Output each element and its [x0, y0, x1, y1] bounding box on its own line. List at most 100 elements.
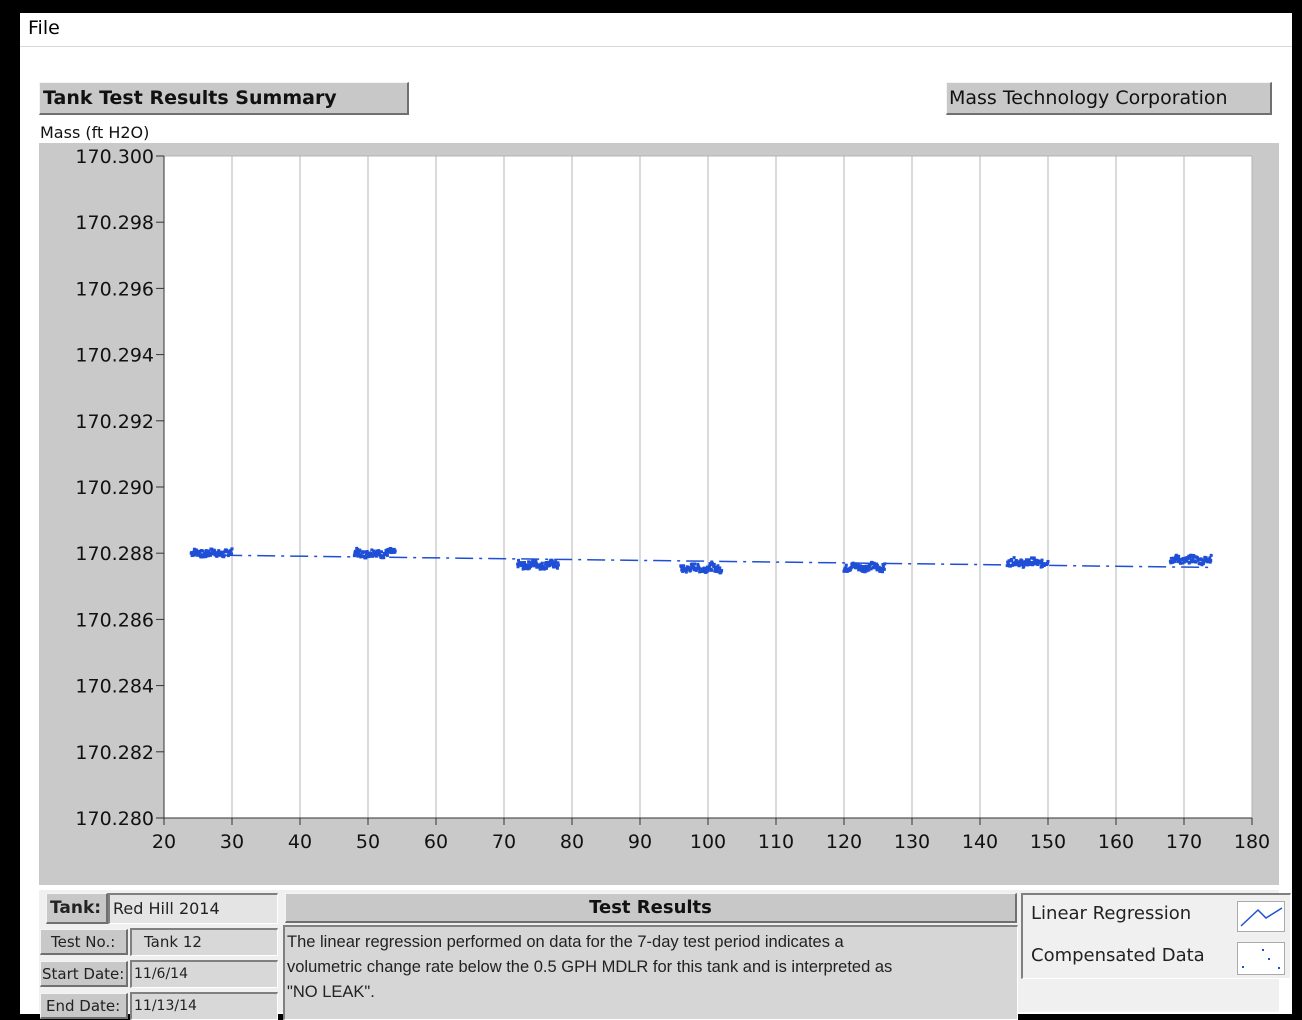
data-point — [864, 567, 868, 571]
data-point — [556, 561, 560, 565]
data-point — [694, 568, 698, 572]
data-point — [1191, 558, 1195, 562]
data-point — [521, 562, 525, 566]
data-point — [682, 564, 686, 568]
tank-value-box: Red Hill 2014 — [108, 893, 278, 924]
data-point — [683, 569, 687, 573]
data-point — [715, 568, 719, 572]
data-point — [1180, 561, 1184, 565]
data-point — [1171, 560, 1175, 564]
data-point — [719, 570, 723, 574]
data-point — [553, 562, 557, 566]
data-point — [364, 552, 368, 556]
data-point — [718, 566, 722, 570]
data-point — [1006, 561, 1010, 565]
x-tick-label: 160 — [1098, 831, 1134, 853]
data-point — [1040, 558, 1044, 562]
data-point — [865, 569, 869, 573]
data-point — [1187, 554, 1191, 558]
data-point — [521, 567, 525, 571]
data-point — [872, 565, 876, 569]
data-point — [713, 567, 717, 571]
data-point — [354, 553, 358, 557]
data-point — [881, 570, 885, 574]
data-point — [1020, 559, 1024, 563]
data-point — [377, 549, 381, 553]
data-point — [1030, 563, 1034, 567]
data-point — [689, 566, 693, 570]
data-point — [1021, 560, 1025, 564]
data-point — [696, 564, 700, 568]
x-tick-label: 80 — [560, 831, 584, 853]
data-point — [1017, 564, 1021, 568]
data-point — [1173, 560, 1177, 564]
y-tick-label: 170.280 — [75, 808, 154, 830]
data-point — [203, 551, 207, 555]
data-point — [517, 558, 521, 562]
data-point — [542, 565, 546, 569]
data-point — [207, 549, 211, 553]
chart-frame: 170.280 170.282 170.284 170.286 170.288 170.2… — [39, 143, 1279, 885]
report-panel: Tank Test Results Summary Mass Technolog… — [20, 47, 1292, 1020]
data-point — [544, 566, 548, 570]
data-point — [705, 565, 709, 569]
data-point — [1027, 558, 1031, 562]
legend-regression-swatch — [1237, 901, 1285, 932]
data-point — [528, 566, 532, 570]
legend-box: Linear Regression Compensated Data — [1021, 893, 1291, 979]
data-point — [870, 561, 874, 565]
data-point — [707, 566, 711, 570]
data-point — [215, 554, 219, 558]
data-point — [853, 564, 857, 568]
data-point — [684, 570, 688, 574]
data-point — [1046, 561, 1050, 565]
data-point — [520, 564, 524, 568]
data-point — [1010, 559, 1014, 563]
data-point — [880, 568, 884, 572]
data-point — [538, 565, 542, 569]
application-window: File Tank Test Results Summary Mass Tech… — [20, 13, 1292, 1020]
tank-value: Red Hill 2014 — [113, 899, 220, 918]
data-point — [1024, 561, 1028, 565]
data-point — [1036, 563, 1040, 567]
data-point — [192, 553, 196, 557]
data-point — [1029, 561, 1033, 565]
data-point — [210, 547, 214, 551]
data-point — [1174, 553, 1178, 557]
start-date-value: 11/6/14 — [134, 966, 188, 982]
x-tick-label: 150 — [1030, 831, 1066, 853]
x-tick-label: 180 — [1234, 831, 1270, 853]
data-point — [1188, 560, 1192, 564]
data-point — [712, 565, 716, 569]
data-point — [856, 562, 860, 566]
company-name: Mass Technology Corporation — [949, 87, 1228, 109]
x-tick-label: 140 — [962, 831, 998, 853]
x-tick-label: 100 — [690, 831, 726, 853]
data-point — [356, 547, 360, 551]
data-point — [867, 568, 871, 572]
data-point — [378, 551, 382, 555]
test-results-header-box: Test Results — [285, 893, 1017, 923]
menu-file[interactable]: File — [28, 17, 60, 39]
data-point — [192, 547, 196, 551]
data-point — [230, 552, 234, 556]
data-point — [1182, 556, 1186, 560]
data-point — [534, 559, 538, 563]
data-point — [842, 568, 846, 572]
y-tick-label: 170.296 — [75, 278, 154, 300]
data-point — [379, 553, 383, 557]
tank-label-box: Tank: — [46, 893, 108, 924]
start-date-value-box: 11/6/14 — [130, 960, 278, 988]
x-tick-label: 20 — [152, 831, 176, 853]
data-point — [715, 566, 719, 570]
data-point — [385, 553, 389, 557]
data-point — [372, 549, 376, 553]
data-point — [198, 551, 202, 555]
legend-regression-label: Linear Regression — [1031, 903, 1192, 924]
data-point — [226, 554, 230, 558]
data-point — [712, 562, 716, 566]
end-date-value: 11/13/14 — [134, 998, 197, 1014]
data-point — [1208, 556, 1212, 560]
data-point — [230, 547, 234, 551]
data-point — [202, 555, 206, 559]
